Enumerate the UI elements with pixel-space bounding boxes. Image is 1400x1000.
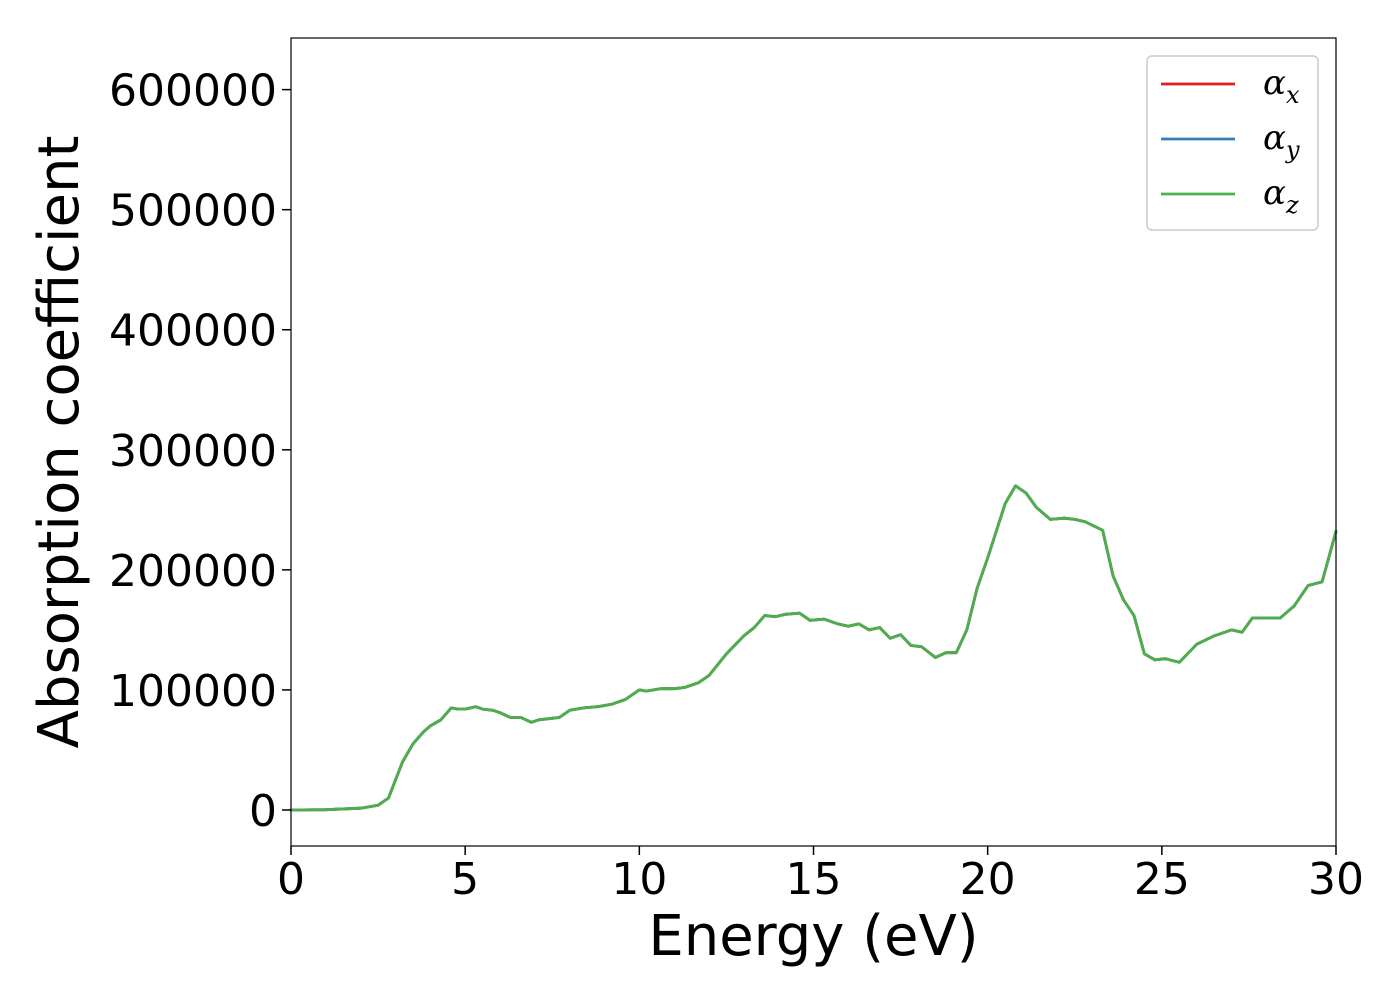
- x-tick-label: 20: [960, 854, 1016, 905]
- legend-label-x: αx: [1263, 63, 1300, 109]
- y-tick-label: 500000: [109, 186, 277, 237]
- y-axis-title: Absorption coefficient: [27, 136, 92, 749]
- legend-label-y: αy: [1263, 118, 1300, 164]
- x-tick-label: 25: [1134, 854, 1190, 905]
- y-axis: 0 100000 200000 300000 400000 500000 600000: [109, 66, 291, 837]
- legend-box: [1146, 55, 1319, 231]
- series-line-x: [289, 484, 1338, 812]
- x-tick-label: 30: [1308, 854, 1364, 905]
- y-tick-label: 200000: [109, 546, 277, 597]
- x-axis: 0 5 10 15 20 25 30: [277, 846, 1364, 905]
- y-tick-label: 400000: [109, 306, 277, 357]
- series-line-y: [289, 484, 1338, 812]
- x-tick-label: 0: [277, 854, 305, 905]
- x-tick-label: 5: [451, 854, 479, 905]
- y-tick-label: 0: [249, 786, 277, 837]
- series-line-z: [289, 484, 1338, 812]
- x-axis-title: Energy (eV): [648, 904, 978, 969]
- legend-label-z: αz: [1263, 173, 1299, 219]
- series-layer: [289, 484, 1338, 812]
- x-tick-label: 10: [611, 854, 667, 905]
- y-tick-label: 100000: [109, 666, 277, 717]
- x-tick-label: 15: [786, 854, 842, 905]
- legend: αx αy αz: [1146, 55, 1319, 231]
- y-tick-label: 600000: [109, 66, 277, 117]
- y-tick-label: 300000: [109, 426, 277, 477]
